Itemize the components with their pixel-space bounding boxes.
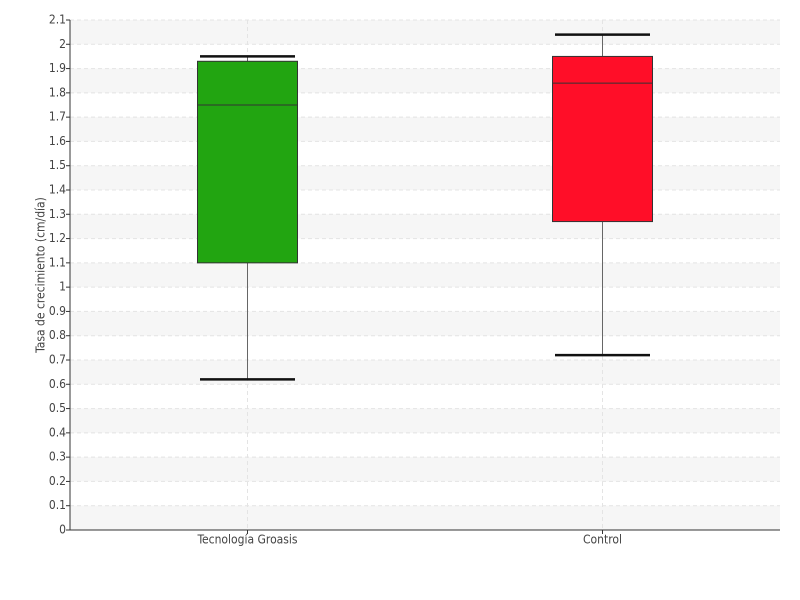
x-tick-label: Control bbox=[583, 533, 622, 547]
grid-band bbox=[70, 165, 780, 190]
y-tick-label: 0.2 bbox=[49, 474, 66, 488]
grid-band bbox=[70, 311, 780, 336]
box bbox=[552, 55, 653, 223]
grid-band bbox=[70, 68, 780, 93]
y-tick-label: 1 bbox=[59, 280, 66, 294]
y-tick-label: 0.6 bbox=[49, 377, 66, 391]
grid-band bbox=[70, 505, 780, 530]
box bbox=[197, 60, 298, 264]
y-tick-label: 0 bbox=[59, 523, 66, 537]
y-tick-label: 1.5 bbox=[49, 158, 66, 172]
y-tick-label: 0.3 bbox=[49, 450, 66, 464]
y-tick-label: 1.2 bbox=[49, 231, 66, 245]
y-tick-label: 0.8 bbox=[49, 328, 66, 342]
grid-band bbox=[70, 457, 780, 482]
grid-band bbox=[70, 262, 780, 288]
y-tick-label: 1.3 bbox=[49, 207, 66, 221]
grid-band bbox=[70, 360, 780, 385]
y-tick-label: 0.5 bbox=[49, 401, 66, 415]
y-tick-label: 1.4 bbox=[49, 183, 66, 197]
y-tick-label: 2 bbox=[59, 37, 66, 51]
y-tick-label: 1.6 bbox=[49, 134, 66, 148]
y-tick-label: 0.1 bbox=[49, 498, 66, 512]
grid-band bbox=[70, 408, 780, 433]
grid-band bbox=[70, 20, 780, 45]
y-tick-label: 0.7 bbox=[49, 353, 66, 367]
y-tick-label: 0.4 bbox=[49, 425, 66, 439]
y-tick-label: 1.8 bbox=[49, 85, 66, 99]
grid-band bbox=[70, 214, 780, 239]
y-tick-label: 1.9 bbox=[49, 61, 66, 75]
grid-band bbox=[70, 117, 780, 142]
y-axis-label: Tasa de crecimiento (cm/día) bbox=[34, 197, 48, 354]
y-tick-label: 1.1 bbox=[49, 255, 66, 269]
x-tick-label: Tecnología Groasis bbox=[196, 533, 297, 547]
y-tick-label: 1.7 bbox=[49, 110, 66, 124]
y-tick-label: 0.9 bbox=[49, 304, 66, 318]
y-tick-label: 2.1 bbox=[49, 13, 66, 27]
